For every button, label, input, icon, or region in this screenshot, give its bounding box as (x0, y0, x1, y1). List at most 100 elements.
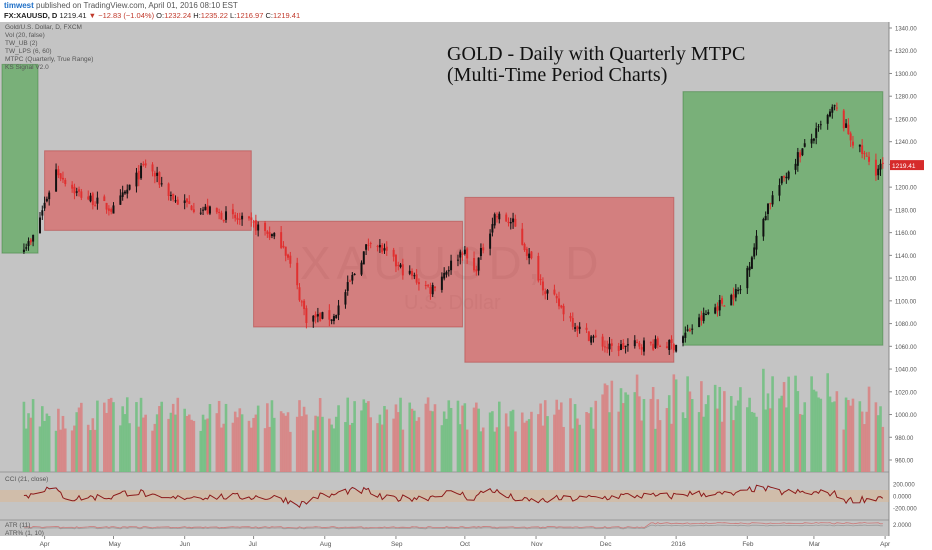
candle-body (594, 335, 597, 337)
atr-label-2[interactable]: ATR% (1, 10) (5, 530, 44, 537)
candle-body (461, 253, 464, 255)
volume-bar (125, 397, 129, 472)
volume-bar (833, 401, 836, 472)
candle-body (544, 291, 547, 295)
candle-body (847, 124, 850, 135)
candle-body (505, 214, 508, 222)
volume-bar (334, 416, 338, 472)
volume-bar (204, 419, 207, 472)
candle-body (624, 345, 627, 348)
volume-bar (456, 400, 460, 472)
candle-body (746, 268, 749, 289)
volume-bar (475, 402, 478, 472)
volume-bar (96, 400, 99, 472)
candle-body (845, 123, 848, 128)
volume-bar (527, 419, 531, 472)
high-label: H: (193, 11, 201, 20)
candle-body (158, 172, 161, 185)
candle-body (140, 165, 143, 179)
volume-bar (755, 416, 758, 472)
volume-bar (576, 418, 579, 472)
volume-bar (553, 414, 556, 472)
price-tick-label: 1020.00 (895, 390, 917, 396)
candle-body (682, 336, 685, 343)
last-price-tag-label: 1219.41 (892, 163, 916, 170)
candle-body (849, 133, 852, 141)
volume-bar (24, 428, 28, 472)
candle-body (553, 289, 556, 295)
volume-bar (865, 411, 869, 472)
time-tick-label: Dec (600, 541, 612, 548)
author-link[interactable]: timwest (4, 1, 34, 10)
price-tick-label: 1340.00 (895, 27, 917, 33)
volume-bar (137, 426, 141, 472)
price-tick-label: 1140.00 (895, 254, 917, 260)
indicator-legend-0[interactable]: Gold/U.S. Dollar, D, FXCM (5, 24, 82, 31)
symbol-label[interactable]: FX:XAUUSD, D (4, 11, 58, 20)
candle-body (440, 276, 443, 290)
candle-body (587, 331, 590, 341)
volume-bar (144, 414, 147, 472)
time-tick-label: Mar (809, 541, 821, 548)
candle-body (128, 184, 131, 190)
indicator-legend-2[interactable]: TW_UB (2) (5, 40, 38, 47)
candle-body (266, 231, 269, 234)
indicator-legend-4[interactable]: MTPC (Quarterly, True Range) (5, 56, 94, 63)
volume-bar (589, 407, 593, 472)
volume-bar (80, 402, 83, 472)
candle-body (755, 235, 758, 250)
publish-line: timwest published on TradingView.com, Ap… (4, 1, 238, 10)
candle-body (826, 115, 829, 124)
candle-body (466, 248, 469, 259)
trading-chart[interactable]: XAUUSD, DU.S. Dollar1340.001320.001300.0… (0, 22, 932, 550)
atr-label-1[interactable]: ATR (11) (5, 522, 31, 529)
volume-bar (560, 402, 563, 472)
volume-bar (736, 400, 740, 472)
candle-body (702, 312, 705, 322)
candle-body (766, 203, 769, 215)
price-tick-label: 1100.00 (895, 299, 917, 305)
candle-body (764, 215, 767, 221)
indicator-legend-5[interactable]: KS Signal V2.0 (5, 64, 49, 71)
volume-bar (353, 401, 356, 472)
price-tick-label: 960.00 (895, 459, 914, 465)
time-tick-label: Jul (249, 541, 258, 548)
candle-body (656, 338, 659, 346)
volume-bar (702, 416, 705, 472)
volume-bar (665, 408, 669, 472)
candle-body (569, 315, 572, 319)
candle-body (48, 192, 51, 200)
volume-bar (171, 403, 175, 472)
cci-label[interactable]: CCI (21, close) (5, 476, 49, 483)
volume-bar (658, 420, 662, 472)
volume-bar (509, 411, 513, 472)
volume-bar (828, 396, 832, 472)
candle-body (298, 287, 301, 301)
volume-bar (530, 411, 533, 472)
volume-bar (720, 421, 724, 472)
indicator-legend-3[interactable]: TW_LPS (6, 60) (5, 48, 52, 55)
candle-body (620, 344, 623, 351)
candle-body (473, 258, 476, 271)
candle-body (509, 222, 512, 224)
volume-bar (594, 400, 598, 472)
candle-body (383, 248, 386, 251)
volume-bar (318, 398, 322, 472)
candle-body (32, 234, 35, 242)
volume-bar (286, 412, 290, 472)
candle-body (397, 264, 400, 266)
volume-bar (201, 414, 205, 472)
volume-bar (447, 400, 451, 472)
candle-body (762, 219, 765, 237)
volume-bar (635, 374, 639, 472)
candle-body (868, 156, 871, 162)
candle-body (638, 343, 641, 347)
candle-body (718, 300, 721, 311)
volume-bar (429, 410, 432, 472)
volume-bar (314, 415, 317, 472)
atr-percent-line (23, 524, 883, 530)
cci-tick-label: -200.000 (893, 507, 917, 513)
indicator-legend-1[interactable]: Vol (20, false) (5, 32, 45, 39)
volume-bar (718, 386, 722, 472)
candle-body (270, 234, 273, 237)
